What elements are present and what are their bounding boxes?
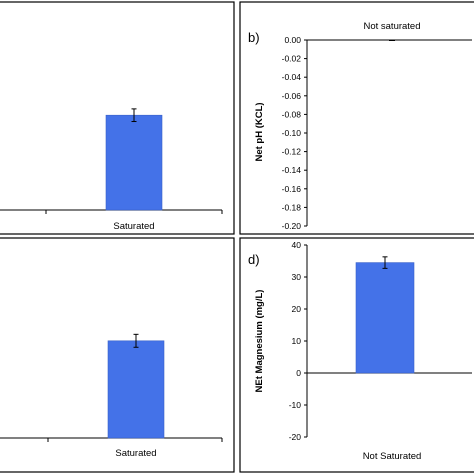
panel-d-border: [239, 237, 474, 473]
panel-b-y-tick-label: -0.06: [282, 91, 302, 101]
panel-b-y-ticks: 0.00 -0.02 -0.04 -0.06 -0.08 -0.10 -0.12 -0.14 -…: [282, 35, 307, 231]
panel-c-category-label: Saturated: [115, 448, 156, 459]
panel-b-y-tick-label: -0.12: [282, 147, 302, 157]
panel-d-y-tick-label: -20: [289, 432, 302, 442]
panel-d-y-tick-label: 10: [292, 336, 302, 346]
panel-d-y-ticks: 40 30 20 10 0 -10 -20: [289, 240, 307, 442]
panel-b-y-axis-label: Net pH (KCL): [254, 102, 265, 161]
panel-d-y-tick-label: -10: [289, 400, 302, 410]
panel-d: d) NEt Magnesium (mg/L) 403020100-10-20 …: [248, 240, 472, 462]
panel-b-y-tick-label: -0.10: [282, 128, 302, 138]
panel-a-border: [0, 1, 235, 235]
panel-d-bar: [355, 262, 415, 374]
panel-d-y-tick-label: 20: [292, 304, 302, 314]
panel-b-category-label: Not saturated: [363, 21, 420, 32]
panel-d-y-tick-label: 40: [292, 240, 302, 250]
panel-d-category-label: Not Saturated: [363, 451, 422, 462]
panel-d-letter: d): [248, 252, 260, 267]
panel-b-letter: b): [248, 30, 260, 45]
panel-a: Saturated: [0, 108, 223, 232]
panel-b-y-tick-label: -0.08: [282, 109, 302, 119]
panel-b-border: [239, 1, 474, 235]
panel-b: b) Net pH (KCL) 0.00 -0.02 -0.04 -0.06 -0.08…: [248, 21, 472, 231]
panel-c-bar: [107, 340, 165, 439]
panel-a-category-label: Saturated: [113, 221, 154, 232]
panel-d-y-tick-label: 0: [296, 368, 301, 378]
panel-d-y-tick-label: 30: [292, 272, 302, 282]
panel-d-y-axis-label: NEt Magnesium (mg/L): [254, 290, 265, 393]
panel-b-y-tick-label: -0.02: [282, 54, 302, 64]
panel-b-y-tick-label: -0.14: [282, 165, 302, 175]
panel-b-y-tick-label: -0.18: [282, 202, 302, 212]
panel-b-y-tick-label: -0.20: [282, 221, 302, 231]
panel-c-border: [0, 237, 235, 473]
panel-b-y-tick-label: -0.16: [282, 184, 302, 194]
panel-c: Saturated: [0, 333, 223, 459]
panel-b-y-tick-label: 0.00: [284, 35, 301, 45]
panel-b-y-tick-label: -0.04: [282, 72, 302, 82]
panel-a-bar: [105, 114, 163, 211]
